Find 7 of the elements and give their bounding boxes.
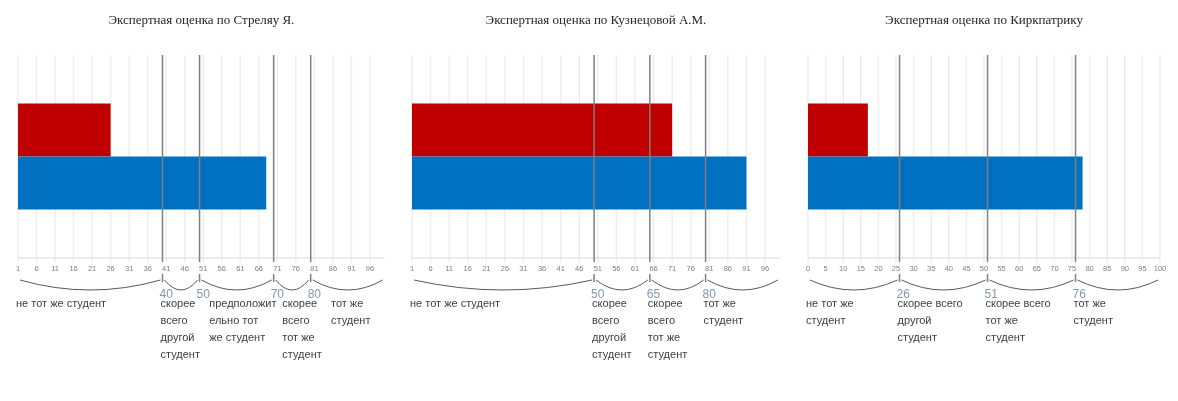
text: тот же студент [331, 297, 371, 326]
chart-title: Экспертная оценка по Стреляу Я. [108, 12, 295, 27]
text: не тот же студент [410, 297, 501, 309]
chart-title: Экспертная оценка по Киркпатрику [885, 12, 1084, 27]
text: не тот же студент [806, 297, 854, 326]
chart-title: Экспертная оценка по Кузнецовой А.М. [485, 12, 707, 27]
text: не тот же студент [16, 297, 107, 309]
